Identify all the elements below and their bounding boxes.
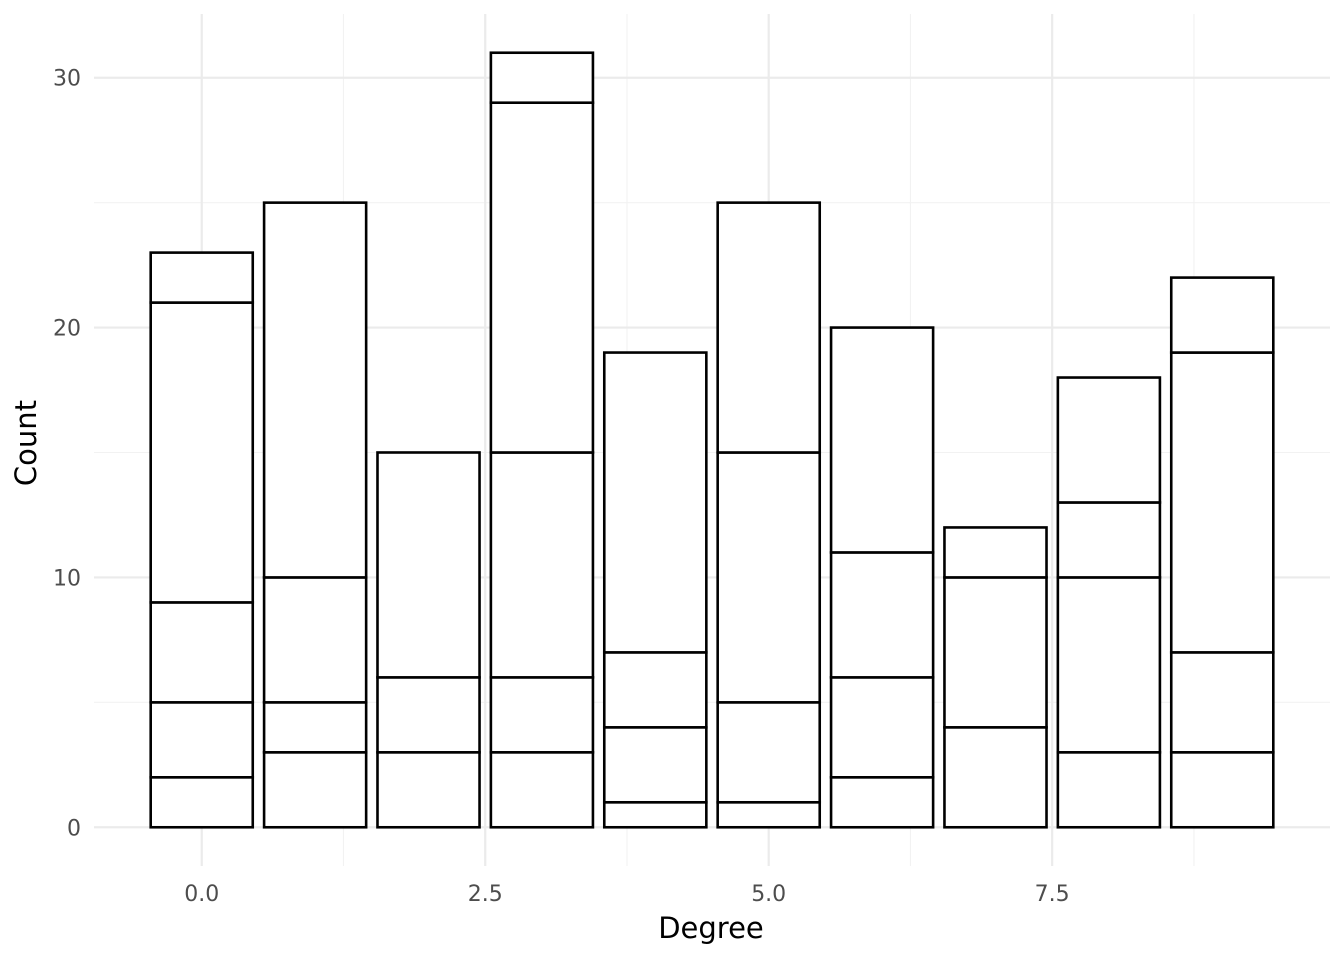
bar-segment: [602, 351, 708, 654]
bar-segment: [716, 201, 822, 454]
bar-segment: [829, 326, 935, 554]
bar-segment: [262, 576, 368, 704]
bar-segment: [602, 651, 708, 729]
bar-segment: [716, 451, 822, 704]
y-tick-label: 0: [67, 816, 81, 841]
bar-segment: [149, 301, 255, 604]
bar-segment: [602, 726, 708, 804]
bar-segment: [716, 701, 822, 804]
bar-group: [149, 251, 255, 829]
y-axis-title: Count: [9, 400, 43, 486]
bar-segment: [1169, 276, 1275, 354]
bar-segment: [489, 51, 595, 104]
x-tick-label: 0.0: [184, 882, 219, 907]
y-tick-label: 10: [53, 566, 81, 591]
bar-segment: [489, 751, 595, 829]
bar-segment: [829, 551, 935, 679]
bar-segment: [602, 800, 708, 829]
bar-group: [716, 201, 822, 829]
bar-segment: [1056, 751, 1162, 829]
x-axis-title: Degree: [658, 911, 764, 945]
x-tick-label: 2.5: [468, 882, 503, 907]
bar-group: [489, 51, 595, 829]
bar-group: [1056, 376, 1162, 829]
y-axis-tick-labels: 0 10 20 30: [53, 67, 81, 842]
bars: [149, 51, 1275, 829]
bar-segment: [943, 526, 1048, 579]
bar-segment: [376, 676, 481, 754]
bar-segment: [1056, 376, 1162, 504]
bar-group: [376, 451, 481, 829]
bar-group: [602, 351, 708, 829]
bar-segment: [149, 776, 255, 829]
bar-segment: [1169, 751, 1275, 829]
bar-segment: [1169, 651, 1275, 754]
x-axis-tick-labels: 0.0 2.5 5.0 7.5: [184, 882, 1069, 907]
bar-segment: [716, 800, 822, 829]
bar-segment: [149, 251, 255, 304]
bar-segment: [262, 201, 368, 579]
bar-segment: [489, 451, 595, 679]
x-tick-label: 7.5: [1035, 882, 1070, 907]
bar-segment: [1056, 501, 1162, 579]
bar-segment: [829, 776, 935, 829]
bar-segment: [149, 701, 255, 779]
bar-group: [262, 201, 368, 829]
y-tick-label: 20: [53, 317, 81, 342]
bar-segment: [489, 101, 595, 454]
bar-group: [829, 326, 935, 829]
bar-segment: [376, 451, 481, 679]
bar-segment: [829, 676, 935, 779]
bar-segment: [262, 751, 368, 829]
bar-segment: [943, 726, 1048, 829]
bar-segment: [376, 751, 481, 829]
bar-segment: [489, 676, 595, 754]
y-tick-label: 30: [53, 67, 81, 92]
bar-segment: [1056, 576, 1162, 754]
bar-group: [1169, 276, 1275, 829]
bar-segment: [943, 576, 1048, 729]
bar-group: [943, 526, 1048, 829]
bar-segment: [149, 601, 255, 704]
x-tick-label: 5.0: [751, 882, 786, 907]
bar-segment: [262, 701, 368, 754]
bar-segment: [1169, 351, 1275, 654]
